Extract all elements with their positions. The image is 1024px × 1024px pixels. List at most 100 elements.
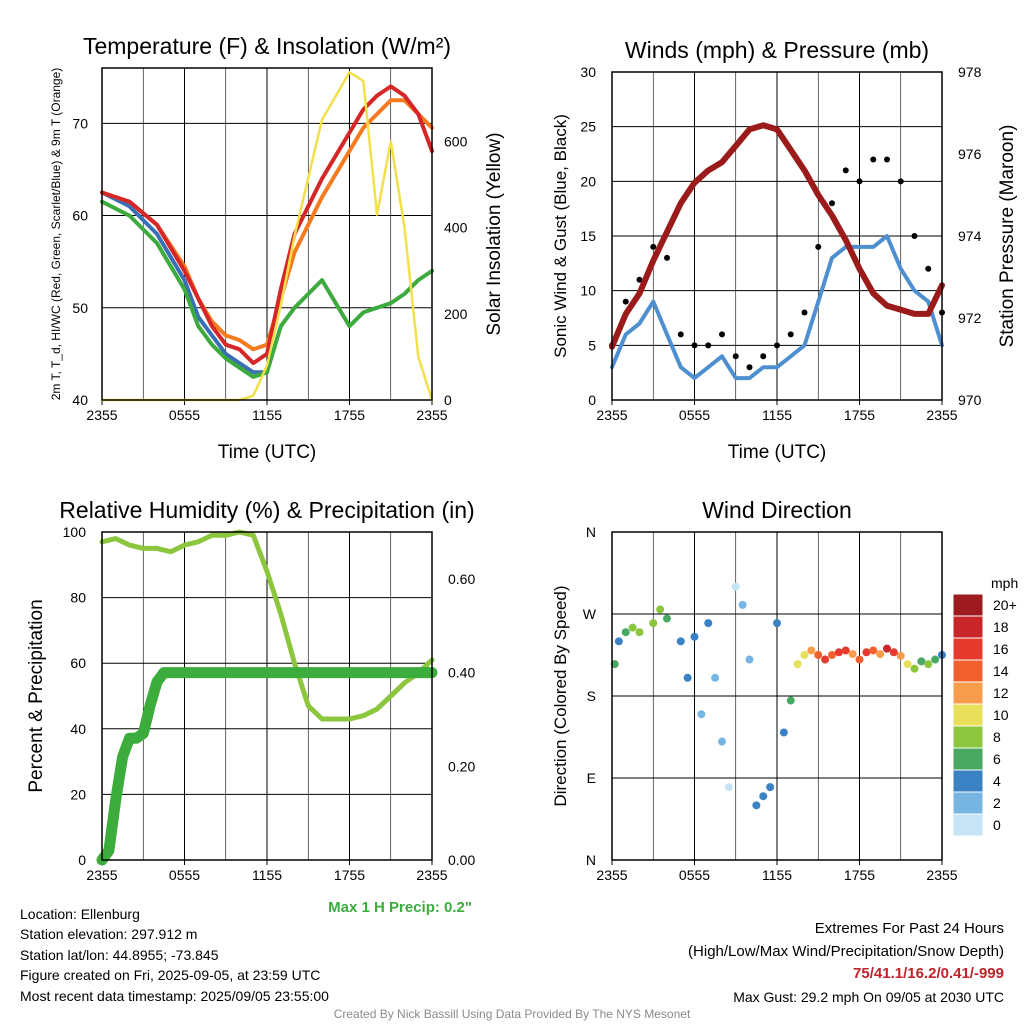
direction-point <box>855 655 864 664</box>
x-tick-label: 1755 <box>334 407 365 423</box>
colorbar-swatch <box>952 659 984 683</box>
direction-point <box>731 582 740 591</box>
chart-title: Winds (mph) & Pressure (mb) <box>625 37 929 63</box>
wind-gust-point <box>705 342 712 349</box>
x-tick-label: 1155 <box>762 867 792 883</box>
wind-gust-point <box>732 353 739 360</box>
direction-point <box>800 651 809 659</box>
x-tick-label: 1155 <box>252 867 282 883</box>
colorbar-label: 12 <box>993 685 1009 701</box>
colorbar-swatch <box>952 813 984 837</box>
colorbar-swatch <box>952 769 984 793</box>
y-tick-label: N <box>586 852 596 868</box>
y2-tick-label: 600 <box>444 133 468 149</box>
direction-point <box>786 696 795 705</box>
colorbar-label: 4 <box>993 773 1001 789</box>
y2-tick-label: 976 <box>958 146 982 162</box>
wind-gust-point <box>746 364 753 371</box>
credit-line: Created By Nick Bassill Using Data Provi… <box>333 1007 691 1021</box>
x-tick-label: 2355 <box>596 867 627 883</box>
y2-tick-label: 0.60 <box>448 571 475 587</box>
colorbar-swatch <box>952 703 984 727</box>
extremes-panel: Extremes For Past 24 Hours (High/Low/Max… <box>688 918 1004 1008</box>
wind-gust-point <box>856 178 863 185</box>
x-tick-label: 2355 <box>926 867 957 883</box>
direction-point <box>773 619 781 628</box>
direction-point <box>869 646 878 655</box>
plot-frame <box>611 531 943 861</box>
y-tick-label: S <box>587 688 596 704</box>
direction-point <box>628 623 637 632</box>
direction-point <box>711 673 720 682</box>
precip-line <box>96 667 438 866</box>
station-elevation: Station elevation: 297.912 m <box>20 926 198 943</box>
x-tick-label: 1155 <box>252 407 282 423</box>
direction-point <box>889 648 898 657</box>
direction-point <box>718 737 726 746</box>
colorbar-swatch <box>952 791 984 815</box>
max-gust: Max Gust: 29.2 mph On 09/05 at 2030 UTC <box>733 988 1004 1005</box>
pressure-line <box>609 122 945 350</box>
direction-point <box>896 651 905 660</box>
y-axis-label: Percent & Precipitation <box>26 599 47 792</box>
direction-point <box>704 619 713 628</box>
direction-point <box>834 648 843 657</box>
colorbar-swatch <box>952 747 984 771</box>
direction-point <box>759 792 768 801</box>
direction-point <box>690 632 699 641</box>
wind-gust-point <box>925 265 932 272</box>
station-info: Location: Ellenburg Station elevation: 2… <box>20 904 329 1006</box>
y-tick-label: 40 <box>70 721 86 737</box>
y-tick-label: 70 <box>72 115 88 131</box>
y-tick-label: 30 <box>580 64 596 80</box>
direction-point <box>752 801 761 810</box>
wind-gust-point <box>650 243 657 250</box>
direction-point <box>676 637 685 646</box>
colorbar-label: 16 <box>993 641 1009 657</box>
x-tick-label: 1155 <box>762 407 792 423</box>
colorbar-label: 14 <box>993 663 1009 679</box>
x-tick-label: 2355 <box>926 407 957 423</box>
y2-tick-label: 0.00 <box>448 852 475 868</box>
x-tick-label: 2355 <box>86 867 117 883</box>
y-tick-label: 10 <box>580 283 596 299</box>
colorbar-label: 6 <box>993 751 1001 767</box>
y2-tick-label: 978 <box>958 64 982 80</box>
wind-gust-point <box>897 178 904 185</box>
y-tick-label: 80 <box>70 590 86 606</box>
extremes-legend: (High/Low/Max Wind/Precipitation/Snow De… <box>688 942 1004 960</box>
direction-point <box>766 783 775 792</box>
x-tick-label: 0555 <box>679 407 710 423</box>
x-tick-label: 2355 <box>86 407 117 423</box>
station-location: Location: Ellenburg <box>20 906 140 922</box>
y-axis-label: Sonic Wind & Gust (Blue, Black) <box>551 114 570 358</box>
y2-axis-label: Station Pressure (Maroon) <box>997 125 1018 348</box>
extremes-values: 75/41.1/16.2/0.41/-999 <box>853 965 1004 982</box>
x-axis-label: Time (UTC) <box>218 442 317 463</box>
temp-series-line <box>100 199 434 379</box>
direction-point <box>924 660 933 669</box>
y-tick-label: 20 <box>580 173 596 189</box>
y2-tick-label: 0 <box>444 392 452 408</box>
wind-gust-point <box>677 331 684 338</box>
colorbar-label: 18 <box>993 619 1009 635</box>
y2-tick-label: 970 <box>958 392 982 408</box>
chart-title: Temperature (F) & Insolation (W/m²) <box>83 33 451 59</box>
most-recent-data: Most recent data timestamp: 2025/09/05 2… <box>20 987 329 1004</box>
direction-point <box>793 660 802 669</box>
x-tick-label: 2355 <box>596 407 627 423</box>
y-tick-label: 0 <box>588 392 596 408</box>
direction-point <box>807 646 816 655</box>
direction-point <box>821 655 830 664</box>
y2-tick-label: 400 <box>444 220 468 236</box>
direction-point <box>663 614 671 623</box>
y-tick-label: E <box>587 770 596 786</box>
wind-gust-point <box>842 167 849 174</box>
x-tick-label: 0555 <box>169 867 200 883</box>
y-tick-label: 20 <box>70 786 86 802</box>
wind-gust-point <box>664 254 670 261</box>
plot-frame <box>101 67 433 401</box>
x-tick-label: 1755 <box>334 867 365 883</box>
colorbar-label: 2 <box>993 795 1001 811</box>
